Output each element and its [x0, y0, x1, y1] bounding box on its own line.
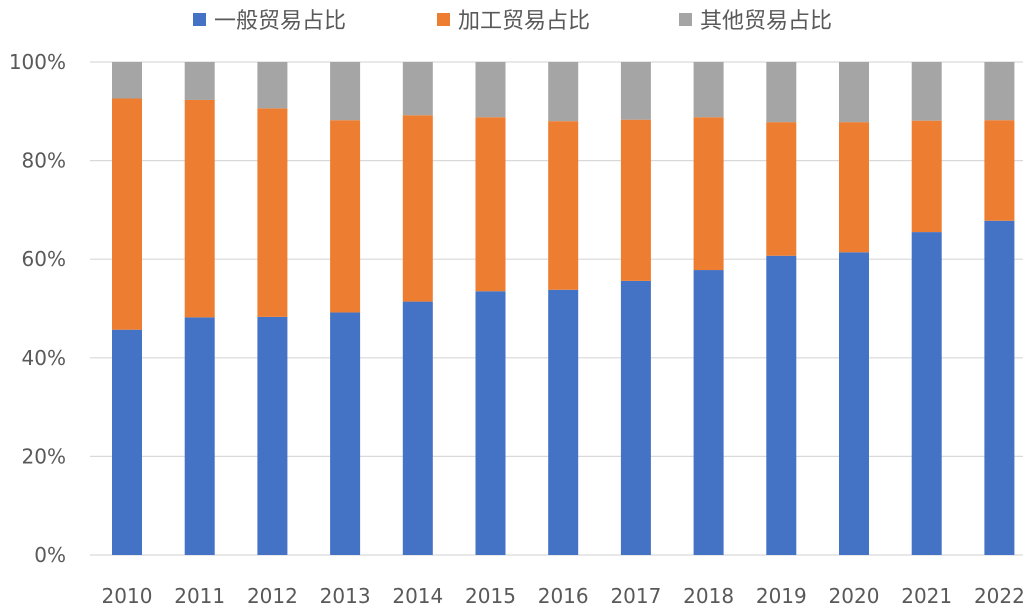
bar-segment-2-2014 [402, 115, 433, 302]
bar-segment-1-2018 [693, 270, 724, 555]
y-tick-label: 100% [9, 50, 66, 74]
bar-segment-3-2017 [620, 62, 651, 120]
bar-segment-3-2018 [693, 62, 724, 118]
bar-segment-2-2021 [911, 120, 942, 233]
bar-segment-2-2020 [839, 122, 869, 253]
y-axis: 0% 20% 40% 60% 80% 100% [9, 50, 66, 567]
bar-segment-2-2018 [693, 117, 724, 271]
legend-swatch [437, 13, 450, 26]
bar-segment-1-2014 [402, 301, 433, 555]
bar-segment-1-2022 [984, 220, 1015, 555]
bar-segment-3-2014 [402, 62, 433, 116]
bar-segment-1-2013 [330, 312, 361, 555]
x-tick-label: 2018 [683, 584, 734, 608]
bar-segment-3-2021 [911, 62, 942, 121]
x-tick-label: 2015 [465, 584, 516, 608]
bar-segment-1-2016 [548, 289, 579, 555]
legend-label: 一般贸易占比 [214, 9, 346, 34]
legend-swatch [193, 13, 206, 26]
bar-segment-2-2017 [620, 119, 651, 281]
x-tick-label: 2021 [901, 584, 952, 608]
bars [112, 62, 1015, 555]
bar-segment-2-2010 [112, 98, 142, 330]
bar-segment-3-2012 [257, 62, 288, 109]
legend-swatch [679, 13, 692, 26]
bar-segment-3-2015 [475, 62, 506, 118]
bar-segment-2-2015 [475, 117, 506, 292]
bar-segment-1-2019 [766, 255, 797, 555]
x-tick-label: 2022 [974, 584, 1023, 608]
y-tick-label: 40% [22, 346, 66, 370]
y-tick-label: 60% [22, 247, 66, 271]
bar-segment-2-2019 [766, 122, 797, 256]
bar-segment-1-2020 [839, 252, 869, 555]
legend-label: 其他贸易占比 [700, 9, 832, 34]
x-tick-label: 2013 [320, 584, 371, 608]
x-tick-label: 2020 [829, 584, 880, 608]
x-tick-label: 2016 [538, 584, 589, 608]
bar-segment-2-2013 [330, 120, 361, 313]
x-tick-label: 2019 [756, 584, 807, 608]
y-tick-label: 80% [22, 149, 66, 173]
bar-segment-2-2012 [257, 108, 288, 317]
bar-segment-2-2011 [184, 99, 215, 318]
x-tick-label: 2011 [174, 584, 225, 608]
x-axis: 2010 2011 2012 2013 2014 2015 2016 2017 2018 2019… [102, 584, 1023, 608]
y-tick-label: 20% [22, 444, 66, 468]
legend-label: 加工贸易占比 [458, 9, 590, 34]
bar-segment-1-2015 [475, 291, 506, 555]
y-tick-label: 0% [34, 543, 66, 567]
bar-segment-3-2019 [766, 62, 797, 123]
bar-segment-1-2012 [257, 316, 288, 555]
bar-segment-3-2011 [184, 62, 215, 100]
x-tick-label: 2010 [102, 584, 153, 608]
bar-segment-3-2022 [984, 62, 1015, 121]
bar-segment-3-2016 [548, 62, 579, 122]
bar-segment-1-2017 [620, 280, 651, 555]
bar-segment-1-2021 [911, 232, 942, 555]
x-tick-label: 2017 [610, 584, 661, 608]
bar-segment-2-2016 [548, 121, 579, 290]
bar-segment-1-2011 [184, 317, 215, 555]
bar-segment-2-2022 [984, 120, 1015, 221]
x-tick-label: 2014 [392, 584, 443, 608]
x-tick-label: 2012 [247, 584, 298, 608]
bar-segment-3-2013 [330, 62, 361, 121]
bar-segment-1-2010 [112, 329, 142, 555]
legend: 一般贸易占比 加工贸易占比 其他贸易占比 [193, 9, 832, 34]
bar-segment-3-2020 [839, 62, 869, 123]
bar-segment-3-2010 [112, 62, 142, 99]
